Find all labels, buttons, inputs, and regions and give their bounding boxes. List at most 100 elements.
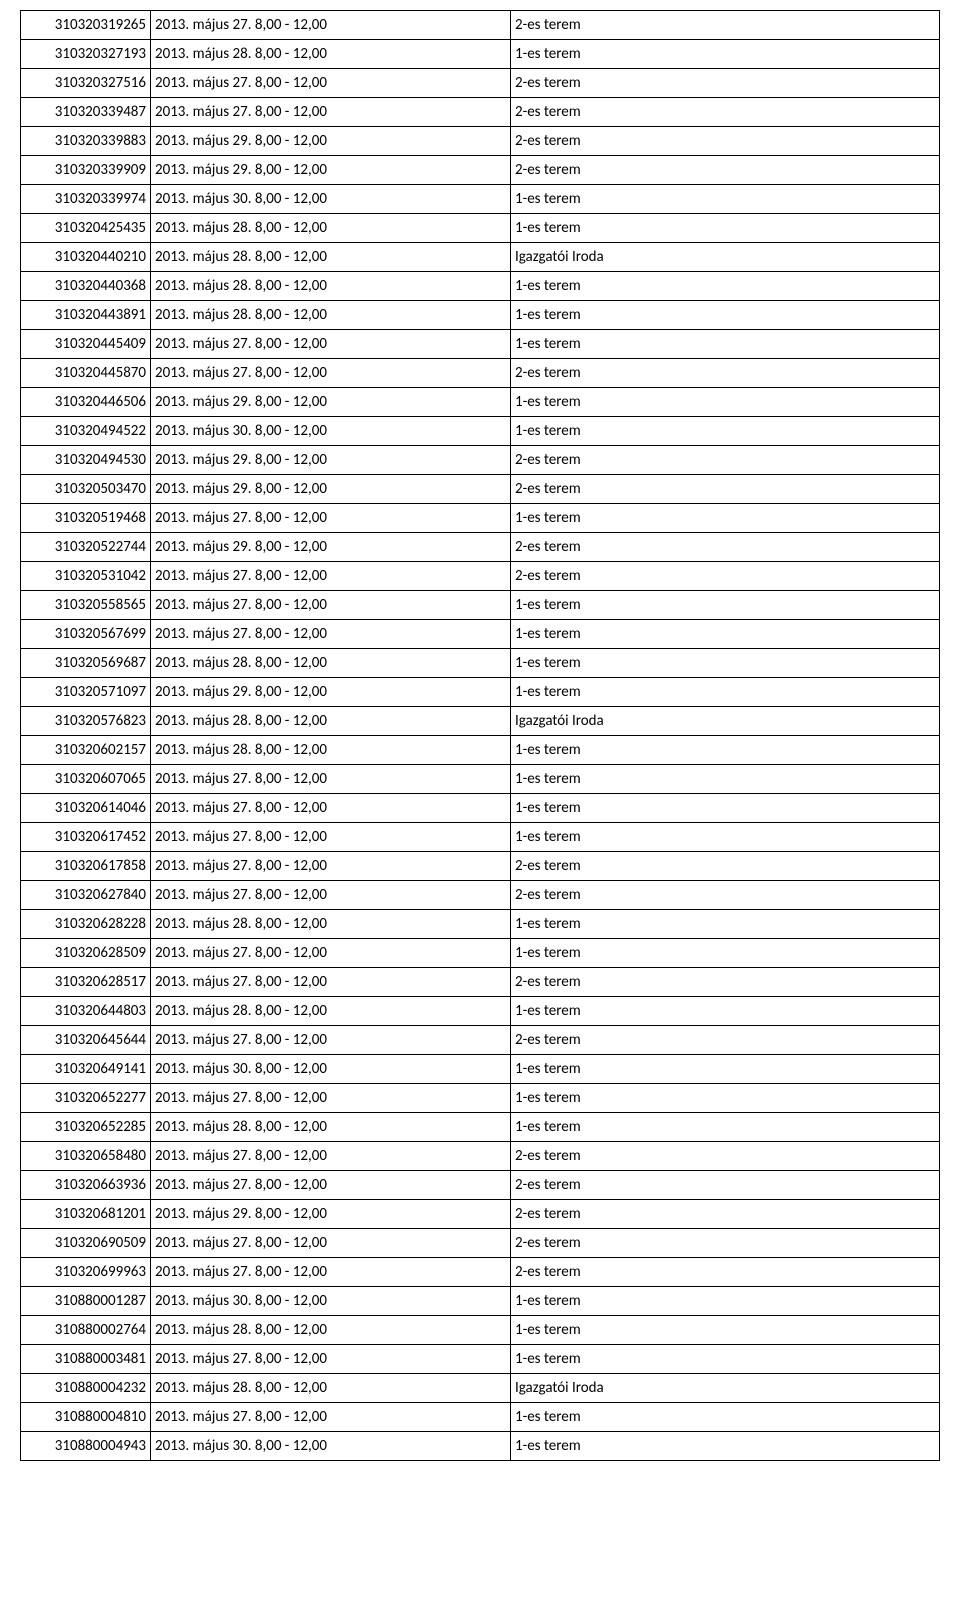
table-row: 3108800027642013. május 28. 8,00 - 12,00… (21, 1316, 940, 1345)
cell-date: 2013. május 28. 8,00 - 12,00 (151, 243, 511, 272)
cell-id: 310320339883 (21, 127, 151, 156)
table-row: 3103205310422013. május 27. 8,00 - 12,00… (21, 562, 940, 591)
table-row: 3103205034702013. május 29. 8,00 - 12,00… (21, 475, 940, 504)
cell-room: 1-es terem (511, 1084, 940, 1113)
cell-id: 310320658480 (21, 1142, 151, 1171)
cell-date: 2013. május 29. 8,00 - 12,00 (151, 156, 511, 185)
table-row: 3103204402102013. május 28. 8,00 - 12,00… (21, 243, 940, 272)
cell-room: 1-es terem (511, 388, 940, 417)
cell-room: 2-es terem (511, 1258, 940, 1287)
cell-id: 310320681201 (21, 1200, 151, 1229)
cell-room: 1-es terem (511, 1316, 940, 1345)
table-row: 3103206285172013. május 27. 8,00 - 12,00… (21, 968, 940, 997)
cell-id: 310320519468 (21, 504, 151, 533)
table-row: 3108800034812013. május 27. 8,00 - 12,00… (21, 1345, 940, 1374)
cell-room: 1-es terem (511, 620, 940, 649)
table-row: 3103206522852013. május 28. 8,00 - 12,00… (21, 1113, 940, 1142)
table-row: 3103206522772013. május 27. 8,00 - 12,00… (21, 1084, 940, 1113)
table-row: 3103206285092013. május 27. 8,00 - 12,00… (21, 939, 940, 968)
cell-date: 2013. május 27. 8,00 - 12,00 (151, 852, 511, 881)
cell-date: 2013. május 27. 8,00 - 12,00 (151, 1258, 511, 1287)
table-row: 3103203275162013. május 27. 8,00 - 12,00… (21, 69, 940, 98)
cell-date: 2013. május 27. 8,00 - 12,00 (151, 11, 511, 40)
cell-id: 310320567699 (21, 620, 151, 649)
table-row: 3103206448032013. május 28. 8,00 - 12,00… (21, 997, 940, 1026)
cell-room: 1-es terem (511, 1403, 940, 1432)
cell-date: 2013. május 28. 8,00 - 12,00 (151, 40, 511, 69)
cell-id: 310320652285 (21, 1113, 151, 1142)
cell-date: 2013. május 27. 8,00 - 12,00 (151, 1142, 511, 1171)
table-row: 3103204458702013. május 27. 8,00 - 12,00… (21, 359, 940, 388)
cell-room: 1-es terem (511, 40, 940, 69)
cell-id: 310320443891 (21, 301, 151, 330)
cell-room: 1-es terem (511, 591, 940, 620)
table-row: 3103206491412013. május 30. 8,00 - 12,00… (21, 1055, 940, 1084)
cell-date: 2013. május 29. 8,00 - 12,00 (151, 533, 511, 562)
cell-id: 310320445409 (21, 330, 151, 359)
cell-date: 2013. május 28. 8,00 - 12,00 (151, 272, 511, 301)
cell-id: 310880003481 (21, 1345, 151, 1374)
cell-room: 1-es terem (511, 1055, 940, 1084)
cell-date: 2013. május 27. 8,00 - 12,00 (151, 1171, 511, 1200)
table-row: 3103204454092013. május 27. 8,00 - 12,00… (21, 330, 940, 359)
cell-date: 2013. május 27. 8,00 - 12,00 (151, 98, 511, 127)
table-row: 3103205676992013. május 27. 8,00 - 12,00… (21, 620, 940, 649)
cell-date: 2013. május 27. 8,00 - 12,00 (151, 359, 511, 388)
table-row: 3103206812012013. május 29. 8,00 - 12,00… (21, 1200, 940, 1229)
cell-date: 2013. május 28. 8,00 - 12,00 (151, 997, 511, 1026)
cell-id: 310320440368 (21, 272, 151, 301)
cell-id: 310320425435 (21, 214, 151, 243)
cell-room: 2-es terem (511, 1026, 940, 1055)
cell-date: 2013. május 29. 8,00 - 12,00 (151, 1200, 511, 1229)
cell-date: 2013. május 29. 8,00 - 12,00 (151, 388, 511, 417)
cell-room: 2-es terem (511, 359, 940, 388)
cell-id: 310320690509 (21, 1229, 151, 1258)
cell-date: 2013. május 30. 8,00 - 12,00 (151, 185, 511, 214)
table-row: 3103203394872013. május 27. 8,00 - 12,00… (21, 98, 940, 127)
table-row: 3103205585652013. május 27. 8,00 - 12,00… (21, 591, 940, 620)
cell-id: 310320531042 (21, 562, 151, 591)
cell-room: 2-es terem (511, 533, 940, 562)
cell-id: 310320569687 (21, 649, 151, 678)
cell-date: 2013. május 27. 8,00 - 12,00 (151, 1345, 511, 1374)
cell-date: 2013. május 27. 8,00 - 12,00 (151, 69, 511, 98)
table-row: 3103204945222013. május 30. 8,00 - 12,00… (21, 417, 940, 446)
cell-id: 310320339909 (21, 156, 151, 185)
cell-room: 1-es terem (511, 1113, 940, 1142)
cell-date: 2013. május 28. 8,00 - 12,00 (151, 1316, 511, 1345)
cell-id: 310320652277 (21, 1084, 151, 1113)
cell-id: 310320494522 (21, 417, 151, 446)
cell-date: 2013. május 29. 8,00 - 12,00 (151, 678, 511, 707)
table-row: 3103206070652013. május 27. 8,00 - 12,00… (21, 765, 940, 794)
cell-date: 2013. május 30. 8,00 - 12,00 (151, 417, 511, 446)
cell-room: Igazgatói Iroda (511, 707, 940, 736)
table-row: 3103204465062013. május 29. 8,00 - 12,00… (21, 388, 940, 417)
cell-date: 2013. május 27. 8,00 - 12,00 (151, 562, 511, 591)
cell-room: 1-es terem (511, 678, 940, 707)
cell-date: 2013. május 29. 8,00 - 12,00 (151, 446, 511, 475)
cell-id: 310320644803 (21, 997, 151, 1026)
cell-room: 2-es terem (511, 852, 940, 881)
cell-room: 2-es terem (511, 11, 940, 40)
cell-date: 2013. május 27. 8,00 - 12,00 (151, 794, 511, 823)
cell-id: 310320699963 (21, 1258, 151, 1287)
table-row: 3108800048102013. május 27. 8,00 - 12,00… (21, 1403, 940, 1432)
table-row: 3103206174522013. május 27. 8,00 - 12,00… (21, 823, 940, 852)
cell-date: 2013. május 28. 8,00 - 12,00 (151, 1113, 511, 1142)
table-row: 3103205696872013. május 28. 8,00 - 12,00… (21, 649, 940, 678)
cell-id: 310320617858 (21, 852, 151, 881)
cell-id: 310320446506 (21, 388, 151, 417)
page: 3103203192652013. május 27. 8,00 - 12,00… (0, 0, 960, 1471)
cell-id: 310320576823 (21, 707, 151, 736)
cell-date: 2013. május 28. 8,00 - 12,00 (151, 1374, 511, 1403)
cell-id: 310880004943 (21, 1432, 151, 1461)
table-row: 3103206999632013. május 27. 8,00 - 12,00… (21, 1258, 940, 1287)
cell-date: 2013. május 27. 8,00 - 12,00 (151, 620, 511, 649)
cell-room: 2-es terem (511, 968, 940, 997)
cell-id: 310320319265 (21, 11, 151, 40)
cell-room: Igazgatói Iroda (511, 243, 940, 272)
cell-id: 310320628228 (21, 910, 151, 939)
cell-room: 2-es terem (511, 1142, 940, 1171)
cell-id: 310320628517 (21, 968, 151, 997)
cell-room: 1-es terem (511, 939, 940, 968)
